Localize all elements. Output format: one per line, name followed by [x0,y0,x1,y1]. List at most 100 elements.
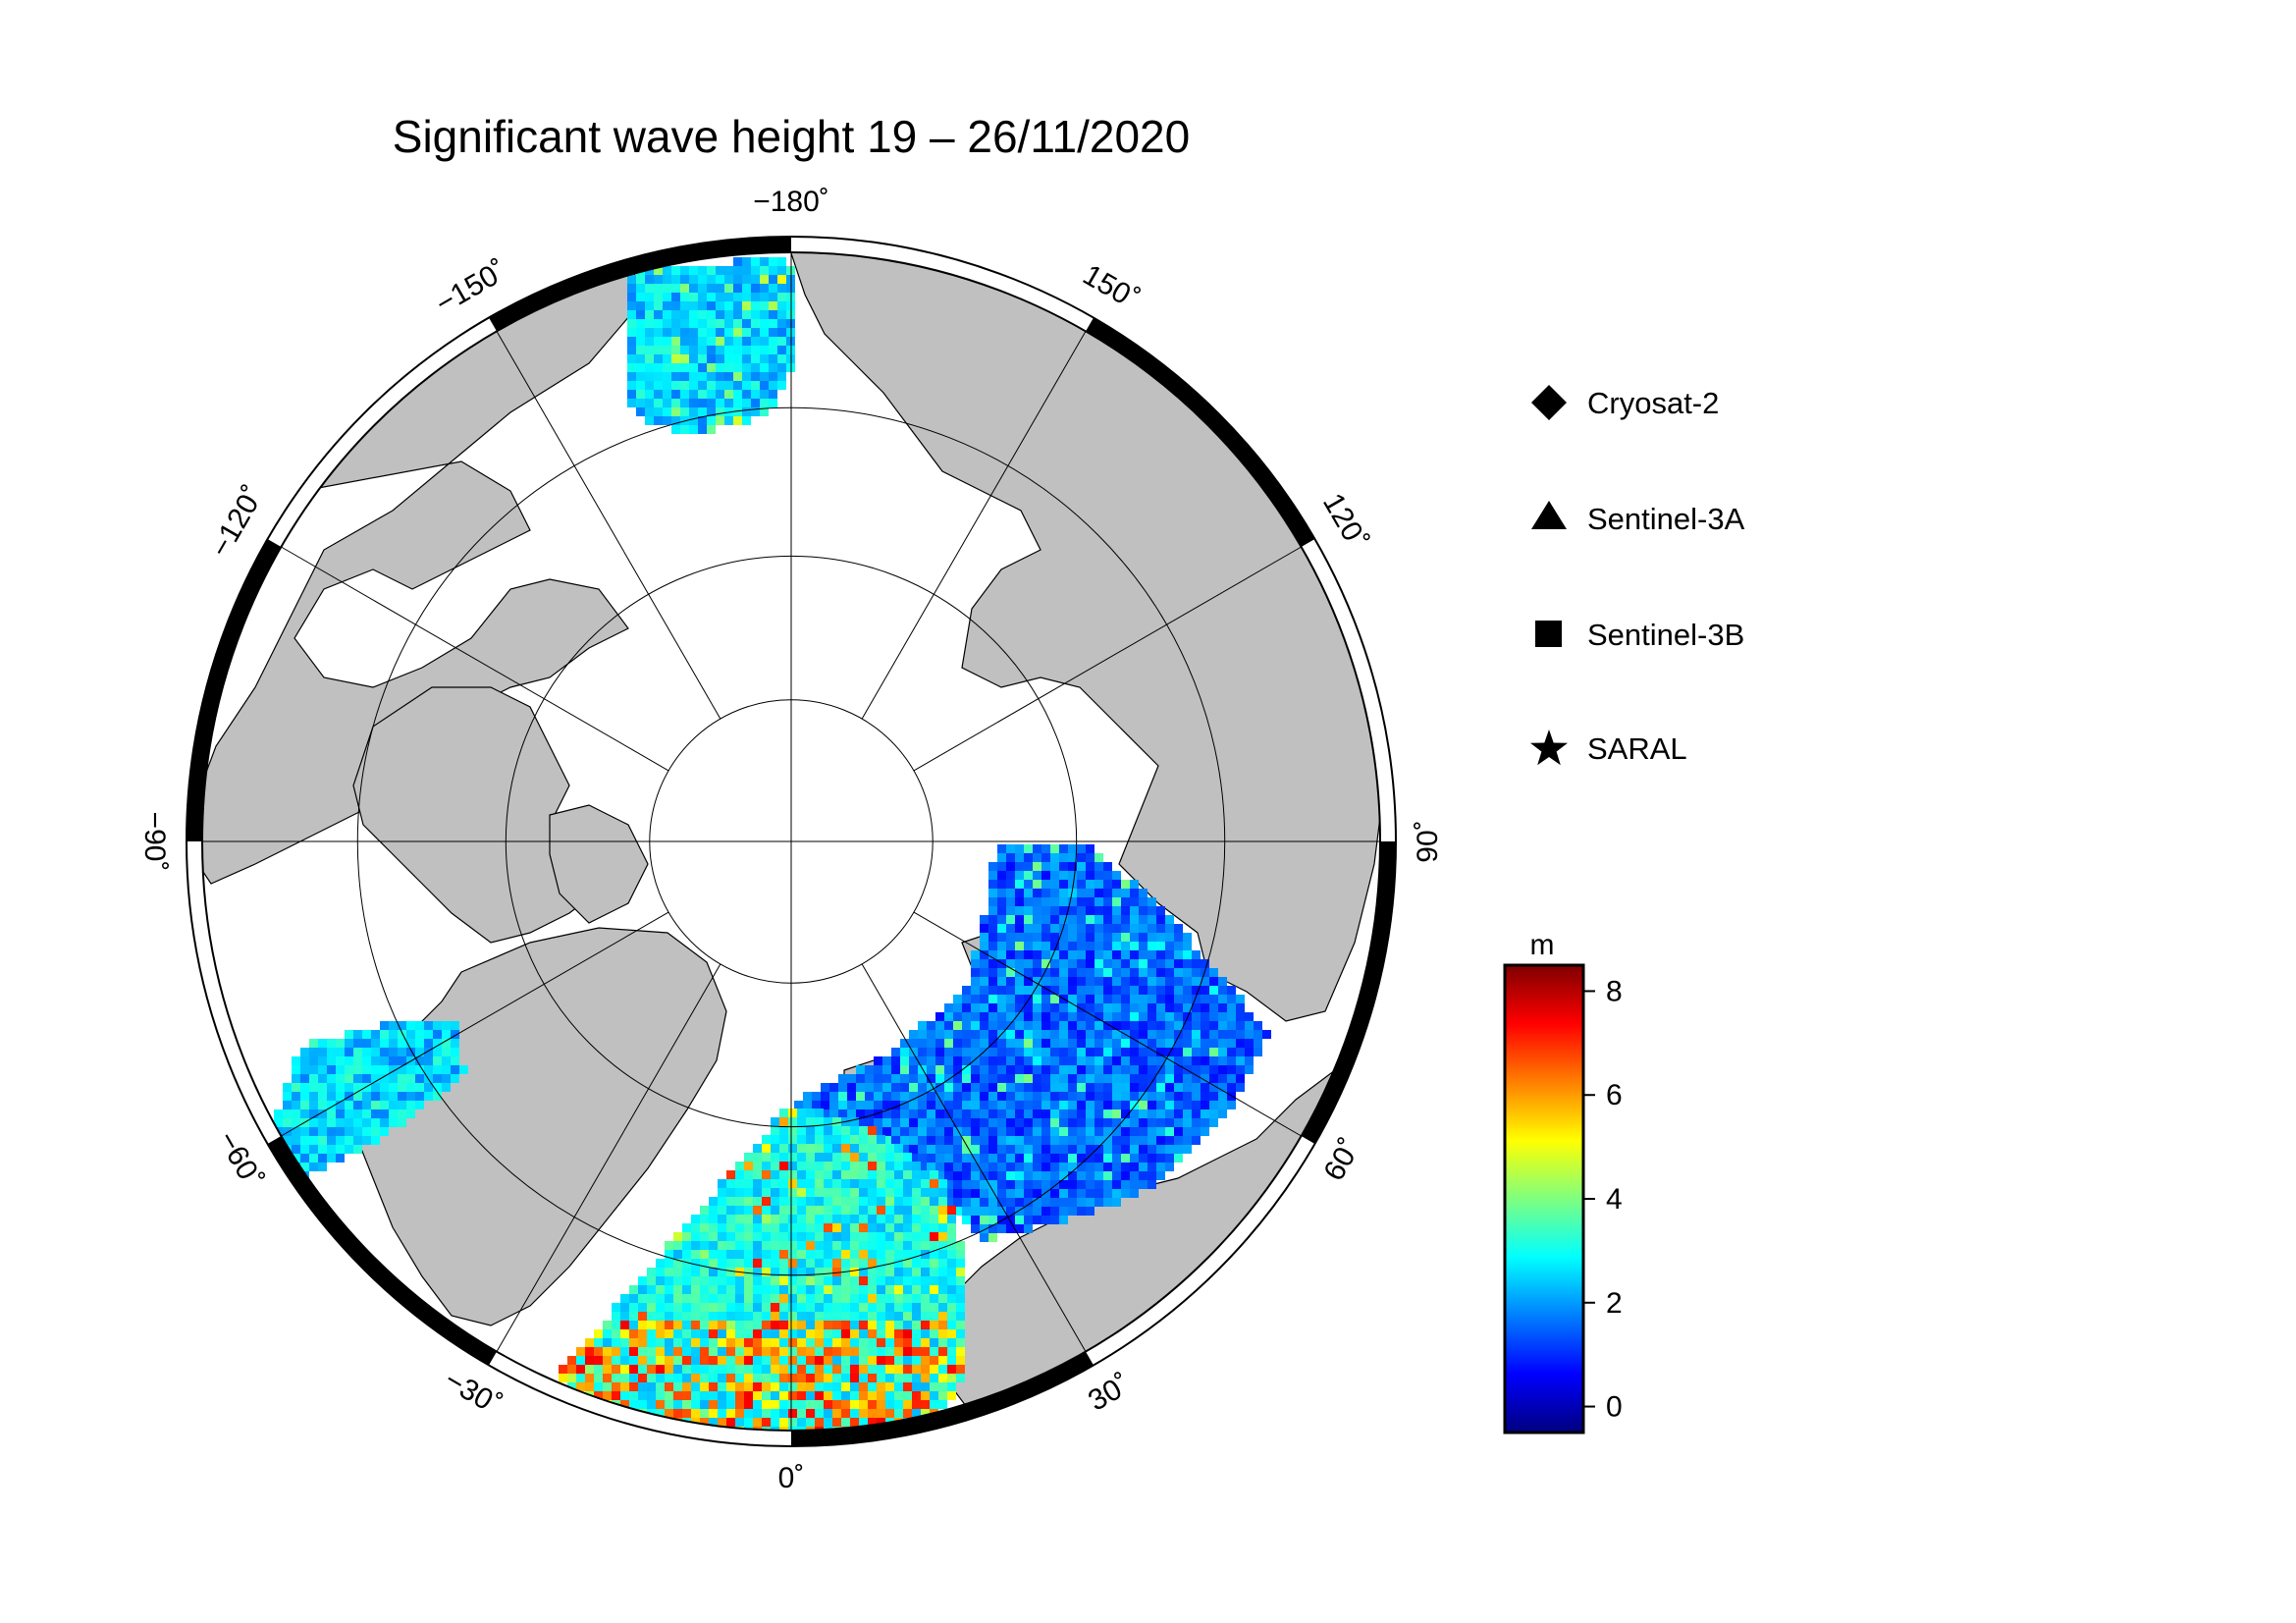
swh-cell [1112,1118,1121,1127]
swh-cell [771,1312,779,1321]
swh-cell [718,1427,726,1431]
swh-cell [824,1232,832,1241]
swh-cell [680,407,689,416]
swh-cell [938,1268,947,1276]
swh-cell [1156,968,1165,977]
swh-cell [1112,942,1121,950]
swh-cell [980,1021,988,1030]
swh-cell [824,1135,832,1144]
swh-cell [451,1030,459,1039]
swh-cell [971,1109,980,1118]
swh-cell [1112,1092,1121,1101]
legend-item-saral: SARAL [1530,730,1687,766]
swh-cell [594,1382,603,1391]
swh-cell [760,390,769,399]
swh-cell [735,1321,744,1329]
swh-cell [921,1312,930,1321]
swh-cell [1130,950,1139,959]
swh-cell [988,1030,997,1039]
swh-cell [777,266,786,275]
longitude-label: −30˚ [439,1364,507,1422]
swh-cell [327,1154,336,1163]
swh-cell [389,1039,398,1048]
swh-cell [398,1030,406,1039]
swh-cell [656,1391,665,1400]
swh-cell [682,1391,691,1400]
swh-cell [1095,986,1103,995]
swh-cell [698,284,707,293]
swh-cell [885,1391,894,1400]
swh-cell [971,1154,980,1163]
swh-cell [680,293,689,301]
swh-cell [362,1065,371,1074]
swh-cell [771,1215,779,1223]
swh-cell [1041,1154,1050,1163]
swh-cell [1077,950,1086,959]
swh-cell [1024,853,1033,862]
swh-cell [938,1223,947,1232]
swh-cell [1024,897,1033,906]
swh-cell [788,1153,797,1162]
swh-cell [1033,1118,1041,1127]
swh-cell [779,1188,788,1197]
swh-cell [762,1197,771,1206]
swh-cell [1218,1048,1227,1056]
swh-cell [336,1039,345,1048]
swh-cell [1227,1048,1236,1056]
swh-cell [1139,906,1148,915]
swh-cell [647,1321,656,1329]
swh-cell [935,1154,944,1163]
swh-cell [956,1347,965,1356]
swh-cell [1041,1021,1050,1030]
swh-cell [636,301,645,310]
swh-cell [700,1409,709,1418]
swh-cell [753,1347,762,1356]
swh-cell [997,924,1006,933]
swh-cell [1086,906,1095,915]
swh-cell [771,1179,779,1188]
swh-cell [1165,1021,1174,1030]
swh-cell [956,1329,965,1338]
swh-cell [962,1163,971,1171]
swh-cell [1156,1127,1165,1136]
swh-cell [336,1065,345,1074]
swh-cell [389,1092,398,1101]
swh-cell [938,1321,947,1329]
swh-cell [980,1030,988,1039]
swh-cell [935,1145,944,1154]
swh-cell [1121,1021,1130,1030]
swh-cell [777,319,786,328]
swh-cell [762,1259,771,1268]
swh-cell [709,1321,718,1329]
swh-cell [824,1321,832,1329]
swh-cell [815,1126,824,1135]
swh-cell [1086,1065,1095,1074]
swh-cell [709,1197,718,1206]
swh-cell [988,1003,997,1012]
swh-cell [442,1030,451,1039]
swh-cell [771,1365,779,1374]
swh-cell [353,1065,362,1074]
swh-cell [665,1321,673,1329]
swh-cell [1006,853,1015,862]
swh-cell [1103,889,1112,897]
swh-cell [406,1048,415,1056]
swh-cell [691,1400,700,1409]
swh-cell [292,1074,300,1083]
swh-cell [700,1285,709,1294]
swh-cell [1024,880,1033,889]
swh-cell [1130,986,1139,995]
swh-cell [1077,1136,1086,1145]
swh-cell [868,1144,877,1153]
swh-cell [806,1126,815,1135]
swh-cell [627,319,636,328]
swh-cell [806,1418,815,1427]
swh-cell [762,1294,771,1303]
swh-cell [1130,1171,1139,1180]
swh-cell [921,1232,930,1241]
swh-cell [803,1101,812,1109]
swh-cell [930,1241,938,1250]
swh-cell [680,390,689,399]
swh-cell [689,301,698,310]
swh-cell [689,390,698,399]
